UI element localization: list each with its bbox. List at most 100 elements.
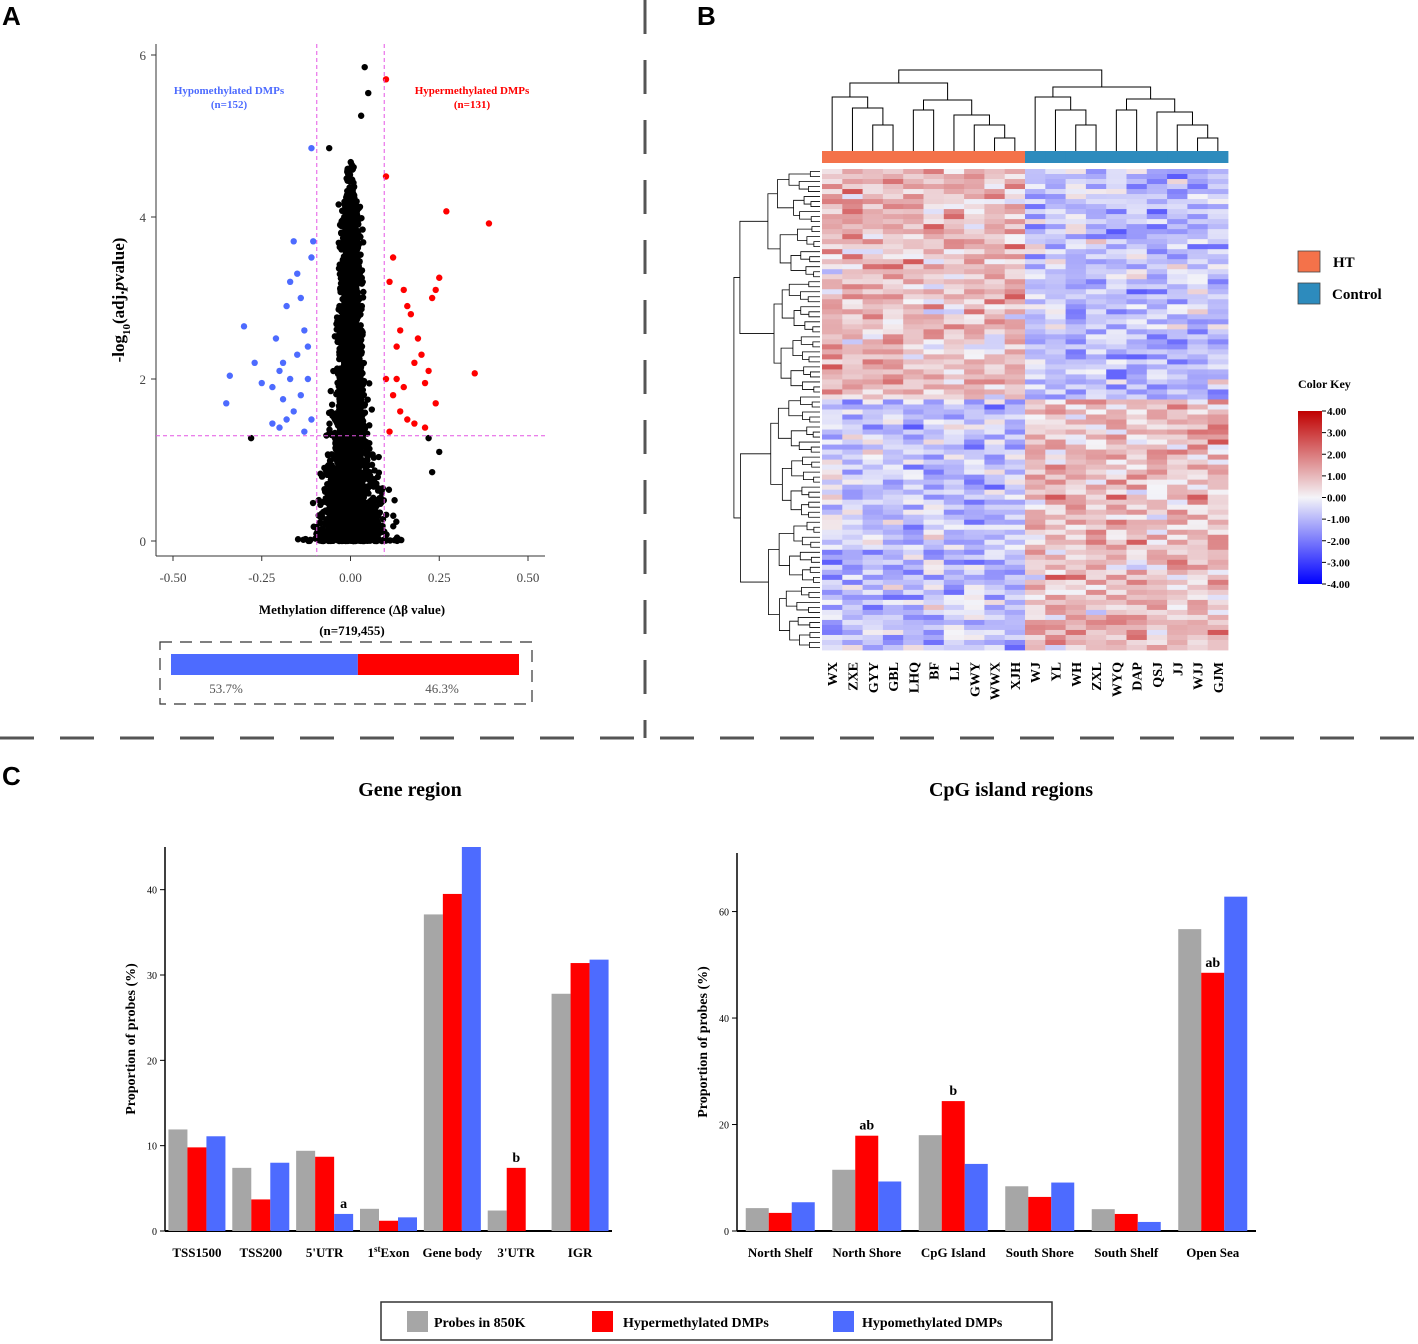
heatmap-cell: [1085, 459, 1107, 466]
heatmap-cell: [1004, 479, 1026, 486]
heatmap-cell: [903, 439, 924, 445]
heatmap-cell: [842, 489, 863, 496]
heatmap-cell: [1106, 504, 1127, 511]
heatmap-cell: [1167, 569, 1188, 576]
heatmap-cell: [1085, 229, 1107, 235]
heatmap-cell: [1045, 439, 1066, 445]
group-bar-segment: [882, 151, 904, 163]
volcano-point-ns: [357, 112, 365, 119]
heatmap-cell: [1167, 249, 1188, 255]
heatmap-cell: [1187, 184, 1209, 190]
heatmap-cell: [842, 594, 863, 601]
heatmap-cell: [842, 249, 863, 255]
volcano-point-hypo: [276, 424, 283, 431]
heatmap-cell: [1065, 524, 1087, 531]
heatmap-cell: [1085, 204, 1107, 210]
heatmap-cell: [1126, 259, 1148, 265]
heatmap-cell: [1207, 179, 1229, 185]
heatmap-cell: [1146, 194, 1168, 200]
heatmap-cell: [1106, 289, 1127, 295]
heatmap-cell: [1187, 524, 1209, 531]
volcano-point: [317, 528, 325, 536]
heatmap-cell: [1146, 294, 1168, 300]
heatmap-cell: [842, 234, 863, 240]
proportion-bar-hypo: [171, 654, 358, 675]
heatmap-cell: [984, 519, 1006, 526]
heatmap-cell: [903, 554, 924, 561]
heatmap-cell: [1106, 589, 1127, 596]
volcano-point: [344, 469, 351, 477]
heatmap-cell: [1085, 504, 1107, 511]
volcano-point: [335, 526, 342, 533]
heatmap-cell: [1025, 199, 1046, 205]
heatmap-cell: [1106, 579, 1127, 586]
heatmap-cell: [822, 329, 843, 335]
heatmap-cell: [1167, 399, 1188, 405]
heatmap-cell: [943, 259, 965, 265]
heatmap-cell: [984, 549, 1006, 556]
heatmap-cell: [1065, 534, 1087, 541]
heatmap-cell: [862, 499, 884, 506]
group-bar-segment: [1167, 151, 1188, 163]
heatmap-cell: [1065, 394, 1087, 400]
volcano-point: [349, 485, 357, 492]
heatmap-cell: [842, 354, 863, 360]
heatmap-cell: [1146, 274, 1168, 280]
volcano-point: [393, 534, 401, 541]
heatmap-cell: [1025, 194, 1046, 200]
heatmap-cell: [1146, 264, 1168, 270]
heatmap-cell: [1146, 504, 1168, 511]
heatmap-cell: [1085, 414, 1107, 420]
heatmap-cell: [862, 359, 884, 365]
heatmap-cell: [1004, 524, 1026, 531]
heatmap-cell: [1004, 499, 1026, 506]
heatmap-cell: [842, 574, 863, 581]
heatmap-cell: [984, 169, 1006, 175]
group-bar-segment: [964, 151, 985, 163]
heatmap-cell: [822, 589, 843, 596]
heatmap-cell: [882, 529, 904, 536]
heatmap-cell: [964, 384, 985, 390]
heatmap-cell: [1004, 174, 1026, 180]
heatmap-cell: [842, 324, 863, 330]
heatmap-cell: [1106, 359, 1127, 365]
heatmap-cell: [1146, 519, 1168, 526]
heatmap-cell: [822, 504, 843, 511]
row-dendrogram-link: [733, 277, 741, 519]
heatmap-cell: [943, 229, 965, 235]
heatmap-cell: [1004, 274, 1026, 280]
heatmap-cell: [923, 584, 945, 591]
volcano-point: [364, 462, 372, 469]
volcano-point: [382, 537, 390, 544]
heatmap-cell: [882, 209, 904, 215]
group-bar-segment: [1004, 151, 1026, 163]
heatmap-cell: [842, 579, 863, 586]
heatmap-cell: [1004, 264, 1026, 270]
heatmap-cell: [1045, 169, 1066, 175]
heatmap-cell: [882, 559, 904, 566]
heatmap-cell: [1085, 224, 1107, 230]
heatmap-cell: [862, 419, 884, 425]
heatmap-cell: [903, 339, 924, 345]
heatmap-cell: [1126, 314, 1148, 320]
heatmap-cell: [1065, 384, 1087, 390]
volcano-point: [352, 225, 359, 232]
heatmap-cell: [1207, 474, 1229, 481]
heatmap-cell: [1167, 189, 1188, 195]
heatmap-cell: [1187, 574, 1209, 581]
heatmap-cell: [1004, 399, 1026, 405]
heatmap-cell: [1207, 349, 1229, 355]
heatmap-cell: [862, 409, 884, 415]
heatmap-cell: [1167, 234, 1188, 240]
volcano-point: [358, 393, 365, 401]
heatmap-cell: [1065, 449, 1087, 455]
heatmap-cell: [943, 459, 965, 466]
heatmap-cell: [842, 359, 863, 365]
heatmap-cell: [1126, 364, 1148, 370]
heatmap-cell: [903, 234, 924, 240]
heatmap-cell: [1126, 169, 1148, 175]
row-dendrogram-link: [793, 525, 808, 542]
heatmap-cell: [882, 429, 904, 435]
heatmap-cell: [1167, 464, 1188, 471]
heatmap-cell: [903, 579, 924, 586]
